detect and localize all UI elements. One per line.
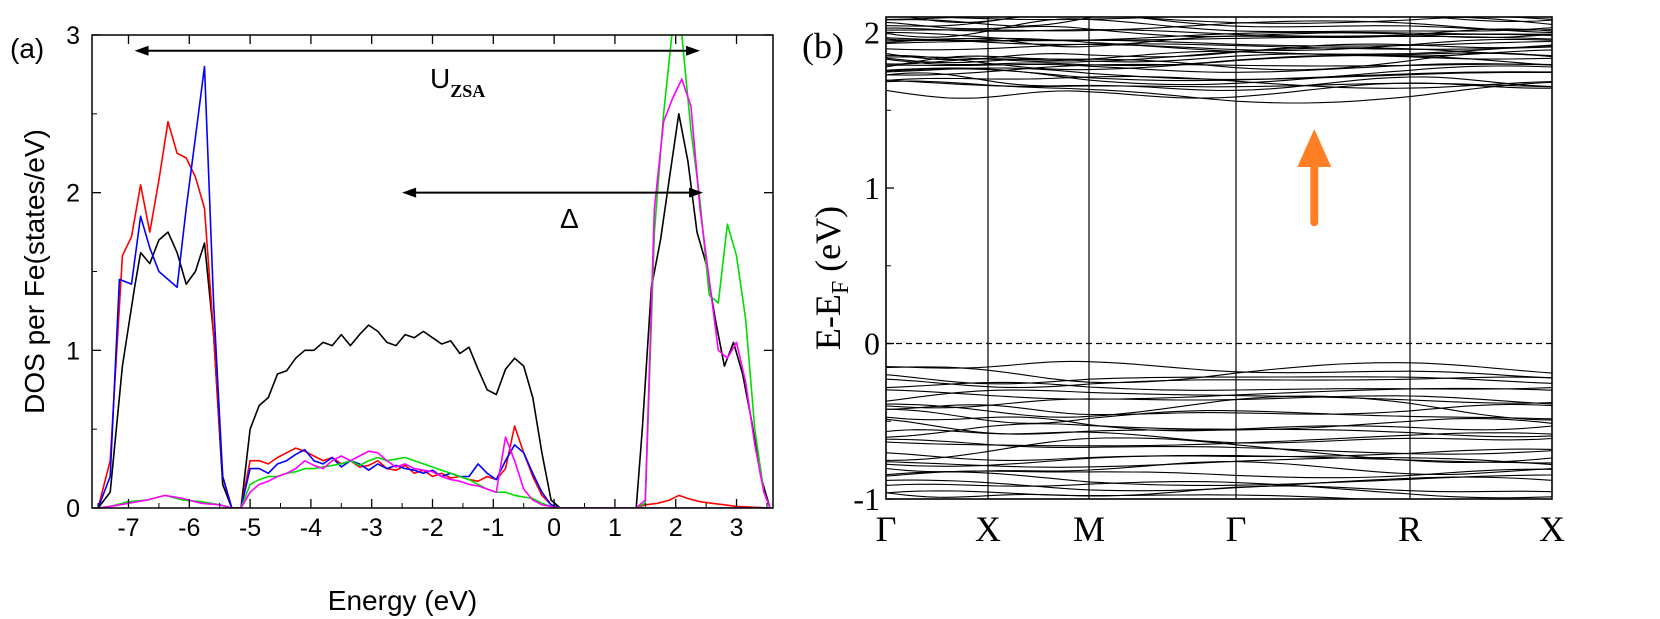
dos-series-line-1 — [97, 120, 771, 508]
y-tick-label: 0 — [864, 326, 880, 362]
panel-label: (a) — [10, 33, 44, 64]
delta-arrow-head-left — [402, 187, 417, 198]
valence-band-line — [886, 360, 1552, 379]
x-tick-label: 2 — [669, 514, 683, 542]
conduction-band-line — [886, 75, 1552, 89]
dos-series-line-4 — [97, 78, 771, 508]
conduction-band-line — [886, 72, 1552, 92]
x-tick-label: -7 — [117, 514, 139, 542]
k-point-label: X — [975, 509, 1001, 549]
conduction-band-line — [886, 6, 1552, 12]
valence-band-line — [886, 454, 1552, 467]
conduction-band-line — [886, 68, 1552, 82]
y-tick-label: 1 — [864, 170, 880, 206]
dos-series-line-3 — [97, 35, 771, 508]
plot-frame — [885, 16, 1553, 500]
u-zsa-arrow-head-left — [134, 45, 149, 56]
x-tick-label: -5 — [239, 514, 261, 542]
u-zsa-label: UZSA — [430, 63, 485, 101]
k-point-label: Γ — [876, 509, 897, 549]
valence-band-line — [886, 471, 1552, 486]
k-point-label: Γ — [1226, 509, 1247, 549]
valence-band-line — [886, 429, 1552, 444]
valence-band-line — [886, 418, 1552, 435]
x-tick-label: -6 — [178, 514, 200, 542]
valence-band-line — [886, 438, 1552, 455]
conduction-band-line — [886, 35, 1552, 44]
valence-band-line — [886, 490, 1372, 499]
k-point-label: M — [1073, 509, 1105, 549]
y-axis-label: E-EF (eV) — [808, 206, 854, 350]
valence-band-line — [886, 485, 1552, 498]
y-tick-label: -1 — [853, 481, 880, 517]
x-axis-label: Energy (eV) — [328, 585, 477, 616]
k-point-label: X — [1539, 509, 1565, 549]
valence-band-line — [886, 389, 1552, 404]
plot-frame — [91, 34, 774, 509]
bands-group — [886, 6, 1552, 499]
x-tick-label: -2 — [421, 514, 443, 542]
valence-band-line — [886, 408, 1552, 424]
dos-chart: -7 -6 -5 -4 -3 -2 -1 0 1 2 3 0 1 2 3 Energy (eV) DOS per… — [10, 22, 774, 616]
band-structure-chart: -1 0 1 2 Γ X M Γ R X E-EF (eV) (b) — [802, 6, 1565, 549]
x-tick-label: -4 — [300, 514, 322, 542]
conduction-band-line — [886, 49, 1552, 64]
dos-series-line-0 — [97, 113, 771, 508]
valence-band-line — [886, 376, 1552, 389]
u-zsa-arrow-head-right — [686, 45, 701, 56]
y-tick-label: 2 — [864, 15, 880, 51]
panel-label: (b) — [802, 26, 844, 66]
conduction-band-line — [886, 18, 1552, 38]
valence-band-line — [886, 437, 1552, 464]
valence-band-line — [886, 468, 1552, 479]
x-tick-label: 0 — [547, 514, 561, 542]
orange-arrow-head — [1297, 128, 1332, 167]
y-tick-label: 0 — [66, 495, 80, 523]
conduction-band-line — [886, 17, 1470, 24]
conduction-band-line — [886, 63, 1552, 73]
conduction-band-line — [886, 54, 1552, 71]
conduction-band-line — [886, 17, 1552, 31]
conduction-band-line — [886, 37, 1552, 47]
valence-band-line — [886, 432, 1552, 447]
conduction-band-line — [886, 27, 1552, 37]
k-point-label: R — [1398, 509, 1422, 549]
x-tick-label: 1 — [608, 514, 622, 542]
delta-arrow-head-right — [689, 187, 704, 198]
x-tick-label: -1 — [482, 514, 504, 542]
y-tick-label: 3 — [66, 22, 80, 50]
conduction-band-line — [886, 43, 1552, 51]
conduction-band-line — [886, 65, 1552, 86]
conduction-band-line — [886, 20, 1552, 34]
x-tick-label: -3 — [361, 514, 383, 542]
y-axis-label: DOS per Fe(states/eV) — [19, 129, 50, 414]
valence-band-line — [886, 481, 1552, 499]
valence-band-line — [886, 387, 1552, 400]
y-tick-label: 1 — [66, 337, 80, 365]
conduction-band-line — [886, 80, 1552, 104]
series-group — [97, 35, 771, 508]
dos-series-line-2 — [97, 65, 770, 508]
x-tick-label: 3 — [730, 514, 744, 542]
valence-band-line — [886, 476, 1552, 492]
conduction-band-line — [886, 43, 1552, 61]
valence-band-line — [886, 395, 1552, 421]
y-tick-label: 2 — [66, 180, 80, 208]
valence-band-line — [886, 403, 1552, 416]
conduction-band-line — [886, 28, 1552, 48]
valence-band-line — [886, 395, 1552, 409]
conduction-band-line — [886, 47, 1552, 63]
conduction-band-line — [886, 79, 1552, 88]
conduction-band-line — [886, 21, 1552, 39]
delta-label: Δ — [560, 203, 579, 234]
conduction-band-line — [906, 17, 1552, 23]
